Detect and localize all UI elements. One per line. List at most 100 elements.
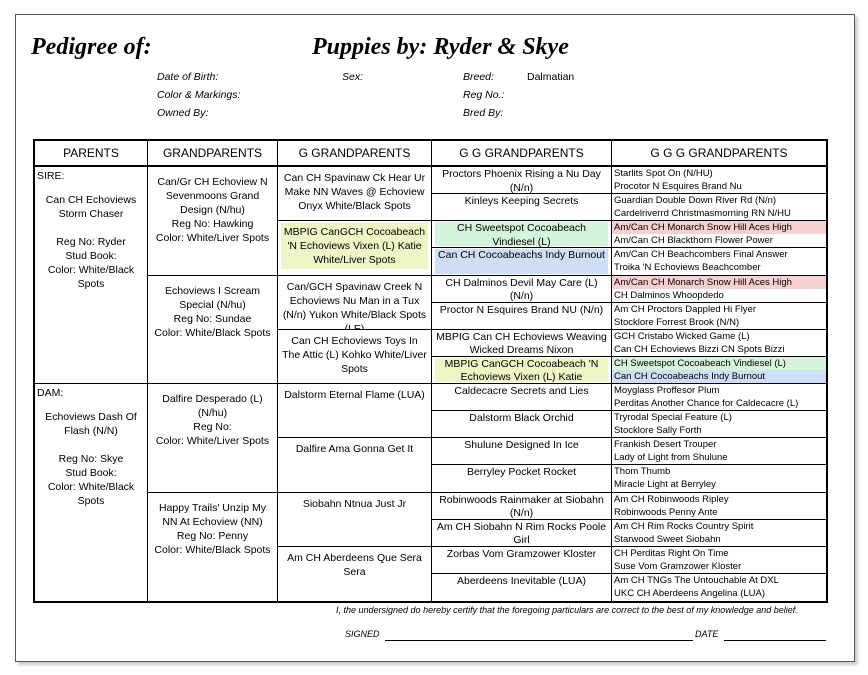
g-grandparent-name: Siobahn Ntnua Just Jr [302,497,407,510]
ggg-grandparent-name: Am/Can CH Beachcombers Final Answer [614,249,788,261]
g-grandparent-cell: MBPIG CanGCH Cocoabeach 'N Echoviews Vix… [278,221,432,276]
ggg-grandparent-name: Can CH Cocoabeachs Indy Burnout [612,369,826,383]
parent-reg: Reg No: Ryder [56,236,126,248]
ggg-grandparent-name: Perditas Another Chance for Caldecacre (… [614,398,799,410]
ggg-grandparent-name: Guardian Double Down River Rd (N/n) [614,195,777,207]
gg-grandparent-cell: Berryley Pocket Rocket [432,465,612,493]
ggg-grandparent-name: Am CH TNGs The Untouchable At DXL [614,574,779,586]
column-header-ggg-grandparents: G G G GRANDPARENTS [612,141,826,167]
ggg-grandparent-name: Thom Thumb [614,466,671,478]
ggg-grandparent-name: Tryrodal Special Feature (L) [614,412,732,424]
grandparent-cell: Can/Gr CH Echoview N Sevenmoons Grand De… [148,167,278,276]
column-header-parents: PARENTS [35,141,148,167]
parent-stud: Stud Book: [65,467,117,479]
ggg-grandparent-name: Can CH Echoviews Bizzi CN Spots Bizzi [614,343,785,355]
gg-grandparent-cell: CH Sweetspot Cocoabeach Vindiesel (L) [432,221,612,249]
g-grandparent-name: Am CH Aberdeens Que Sera Sera [287,551,422,578]
g-grandparent-name: Can CH Spavinaw Ck Hear Ur Make NN Waves… [283,172,426,212]
grandparent-cell: Dalfire Desperado (L) (N/hu) Reg No: Color… [148,384,278,493]
ggg-grandparent-name: Miracle Light at Berryley [614,479,716,491]
ggg-grandparent-name: UKC CH Aberdeens Angelina (LUA) [614,588,766,600]
signed-label: SIGNED [345,629,380,639]
ggg-grandparent-pair: Tryrodal Special Feature (L) Stocklore Sa… [612,411,826,439]
g-grandparent-name: Dalfire Ama Gonna Get It [295,443,414,456]
ggg-grandparent-pair: Guardian Double Down River Rd (N/n) Carde… [612,194,826,222]
parent-color: Color: White/Black Spots [47,264,135,290]
parent-cell: DAM: Echoviews Dash Of Flash (N/N) Reg No:… [35,384,148,601]
ggg-grandparent-pair: Thom Thumb Miracle Light at Berryley [612,465,826,493]
color-label: Color & Markings: [157,89,241,101]
ggg-grandparent-name: Lady of Light from Shulune [614,452,728,464]
ggg-grandparent-name: Am CH Rim Rocks Country Spirit [614,520,754,532]
gg-grandparent-cell: Robinwoods Rainmaker at Siobahn (N/n) [432,492,612,520]
ggg-grandparent-name: Am/Can CH Monarch Snow Hill Aces High [612,221,826,235]
column-header-grandparents: GRANDPARENTS [148,141,278,167]
parent-role-label: SIRE: [37,170,65,182]
g-grandparent-cell: Dalfire Ama Gonna Get It [278,438,432,493]
ggg-grandparent-name: Suse Vom Gramzower Kloster [614,560,742,572]
ggg-grandparent-pair: Am CH Proctors Dappled Hi Flyer Stocklore… [612,303,826,330]
ggg-grandparent-pair: GCH Cristabo Wicked Game (L) Can CH Echov… [612,330,826,357]
grandparent-cell: Echoviews I Scream Special (N/hu) Reg No:… [148,275,278,384]
grandparent-reg: Reg No: Penny [176,529,249,542]
ggg-grandparent-name: Moyglass Proffesor Plum [614,385,720,396]
ggg-grandparent-pair: CH Sweetspot Cocoabeach Vindiesel (L) Can… [612,356,826,384]
g-grandparent-cell: Can CH Spavinaw Ck Hear Ur Make NN Waves… [278,167,432,222]
ggg-grandparent-pair: Am CH Robinwoods Ripley Robinwoods Penny … [612,493,826,520]
ggg-grandparent-pair: Moyglass Proffesor Plum Perditas Another … [612,384,826,412]
spacer [37,221,145,235]
column-header-gg-grandparents: G G GRANDPARENTS [432,141,612,167]
owned-label: Owned By: [157,107,209,119]
spacer [37,438,145,452]
ggg-grandparent-pair: Am/Can CH Monarch Snow Hill Aces High Am/… [612,221,826,249]
gg-grandparent-cell: Aberdeens Inevitable (LUA) [432,573,612,601]
gg-grandparent-cell: MBPIG Can CH Echoviews Weaving Wicked Dr… [432,329,612,357]
gg-grandparent-cell: Can CH Cocoabeachs Indy Burnout [432,248,612,276]
reg-label: Reg No.: [463,89,505,101]
ggg-grandparent-name: Troika 'N Echoviews Beachcomber [614,262,761,274]
gg-grandparent-cell: Zorbas Vom Gramzower Kloster [432,546,612,574]
grandparent-reg: Reg No: Hawking [171,218,254,230]
gg-grandparent-cell: CH Dalminos Devil May Care (L) (N/n) [432,275,612,303]
breed-label: Breed: [463,71,494,83]
ggg-grandparent-name: CH Sweetspot Cocoabeach Vindiesel (L) [612,356,826,370]
ggg-grandparent-name: CH Perditas Right On Time [614,547,729,559]
ggg-grandparent-name: Starwood Sweet Siobahn [614,533,721,545]
date-line[interactable] [724,640,826,641]
page-title: Puppies by: Ryder & Skye [312,34,569,60]
ggg-grandparent-pair: Am/Can CH Beachcombers Final Answer Troik… [612,248,826,276]
grandparent-reg: Reg No: [193,421,232,433]
grandparent-reg: Reg No: Sundae [173,312,252,325]
g-grandparent-name: Can/GCH Spavinaw Creek N Echoviews Nu Ma… [282,280,427,330]
pedigree-table: PARENTS GRANDPARENTS G GRANDPARENTS G G … [33,139,828,603]
gg-grandparent-cell: Shulune Designed In Ice [432,438,612,466]
ggg-grandparent-name: Frankish Desert Trouper [614,439,717,451]
ggg-grandparent-name: Am CH Robinwoods Ripley [614,493,729,505]
grandparent-name: Happy Trails' Unzip My NN At Echoview (N… [158,501,267,528]
certification-text: I, the undersigned do hereby certify tha… [336,605,798,615]
g-grandparent-cell: Am CH Aberdeens Que Sera Sera [278,546,432,601]
ggg-grandparent-pair: Am/Can CH Monarch Snow Hill Aces High CH … [612,275,826,303]
ggg-grandparent-name: CH Dalminos Whoopdedo [614,289,724,301]
parent-reg: Reg No: Skye [58,453,124,465]
breed-value: Dalmatian [527,71,575,83]
g-grandparent-name: MBPIG CanGCH Cocoabeach 'N Echoviews Vix… [281,223,428,270]
ggg-grandparent-name: Starlits Spot On (N/HU) [614,168,713,179]
ggg-grandparent-name: Am/Can CH Monarch Snow Hill Aces High [612,275,826,289]
grandparent-name: Can/Gr CH Echoview N Sevenmoons Grand De… [157,176,268,216]
signature-line[interactable] [385,640,693,641]
g-grandparent-name: Can CH Echoviews Toys In The Attic (L) K… [282,334,427,375]
ggg-grandparent-name: GCH Cristabo Wicked Game (L) [614,330,750,342]
grandparent-color: Color: White/Black Spots [154,326,271,339]
ggg-grandparent-name: Cardelriverrd Christmasmorning RN N/HU [614,208,791,220]
parent-name: Can CH Echoviews Storm Chaser [45,194,137,220]
parent-role-label: DAM: [37,387,64,399]
ggg-grandparent-pair: Am CH Rim Rocks Country Spirit Starwood S… [612,520,826,547]
ggg-grandparent-pair: Frankish Desert Trouper Lady of Light fro… [612,438,826,466]
gg-grandparent-cell: Caldecacre Secrets and Lies [432,384,612,412]
gg-grandparent-cell: Proctor N Esquires Brand NU (N/n) [432,302,612,330]
grandparent-cell: Happy Trails' Unzip My NN At Echoview (N… [148,492,278,601]
column-header-g-grandparents: G GRANDPARENTS [278,141,432,167]
date-label: DATE [695,629,719,639]
grandparent-name: Dalfire Desperado (L) (N/hu) [162,393,263,419]
